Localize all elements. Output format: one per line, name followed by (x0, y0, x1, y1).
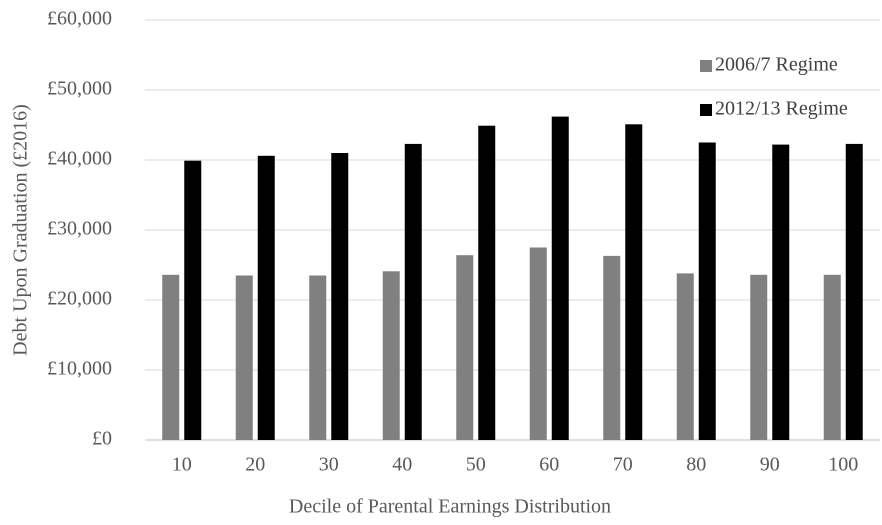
x-tick-label: 80 (686, 454, 706, 476)
bar (551, 116, 569, 440)
y-tick-label: £20,000 (47, 288, 112, 310)
bar (382, 271, 400, 440)
bar (772, 144, 790, 440)
bar (257, 155, 275, 441)
x-tick-label: 10 (172, 454, 192, 476)
x-tick-label: 40 (392, 454, 412, 476)
bar (698, 142, 716, 440)
bar (823, 274, 841, 440)
y-tick-label: £50,000 (47, 78, 112, 100)
y-tick-label: £30,000 (47, 218, 112, 240)
y-tick-label: £40,000 (47, 148, 112, 170)
bar (404, 143, 422, 440)
bar (331, 153, 349, 440)
y-tick-label: £0 (92, 428, 112, 450)
bar (529, 247, 547, 440)
x-tick-label: 100 (828, 454, 858, 476)
x-tick-label: 70 (613, 454, 633, 476)
bar (603, 255, 621, 440)
x-tick-label: 20 (245, 454, 265, 476)
bar (456, 255, 474, 440)
x-axis-title: Decile of Parental Earnings Distribution (289, 496, 611, 518)
x-tick-label: 90 (760, 454, 780, 476)
legend-swatch (700, 104, 712, 116)
x-tick-label: 30 (319, 454, 339, 476)
bar (625, 124, 643, 441)
bar (845, 143, 863, 440)
bar (235, 275, 253, 440)
bar (676, 273, 694, 440)
bar (184, 160, 202, 440)
legend-label: 2012/13 Regime (715, 98, 848, 120)
legend-swatch (700, 60, 712, 72)
bar (478, 125, 496, 440)
x-tick-label: 50 (466, 454, 486, 476)
y-axis-title: Debt Upon Graduation (£2016) (10, 104, 32, 356)
bar (750, 274, 768, 440)
y-tick-label: £60,000 (47, 8, 112, 30)
bar (162, 274, 180, 440)
bar (309, 275, 327, 440)
legend-label: 2006/7 Regime (715, 54, 838, 76)
x-tick-label: 60 (539, 454, 559, 476)
y-tick-label: £10,000 (47, 358, 112, 380)
